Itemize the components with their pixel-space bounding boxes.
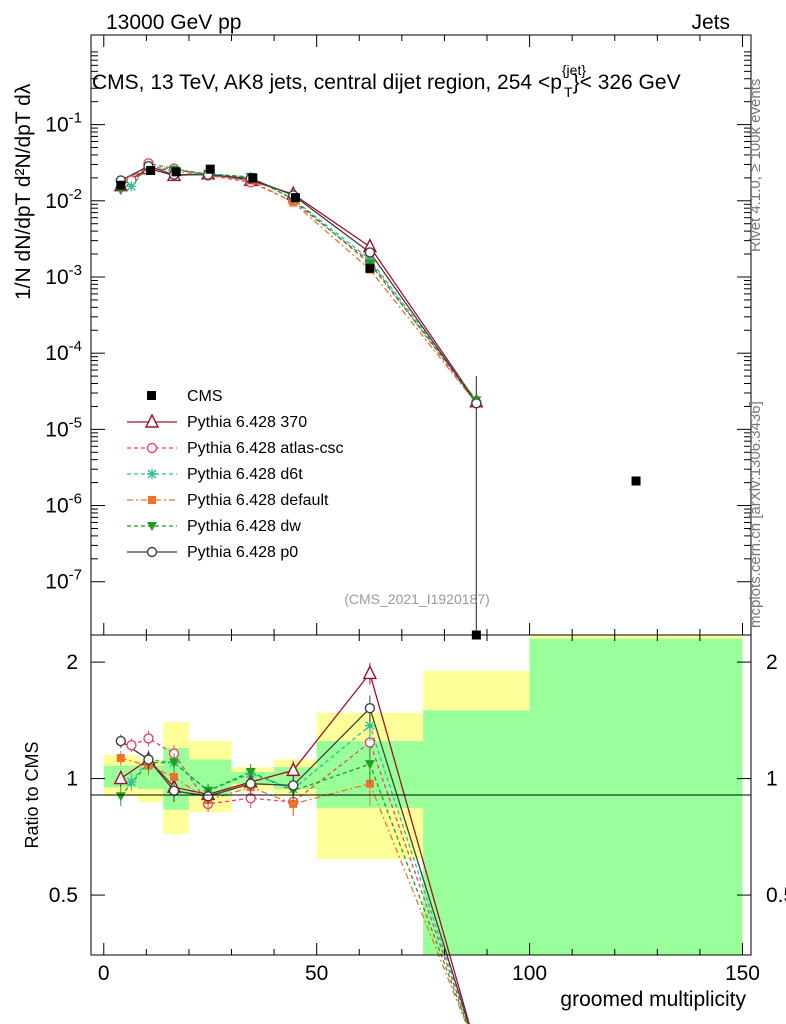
axes-ticks: 0 50 100 150 10-7 10-6 10-5 10-4 10-3 10-2 10-1 0.5…: [45, 35, 786, 985]
plot-title: CMS, 13 TeV, AK8 jets, central dijet reg…: [92, 62, 681, 100]
legend-marker-cms: [147, 391, 156, 400]
mcplots-label: mcplots.cern.ch [arXiv:1306.3436]: [747, 401, 764, 628]
y-tick-label-5: 10-2: [45, 186, 82, 213]
x-axis-label: groomed multiplicity: [560, 988, 746, 1011]
ratio-marker-4-6: [364, 760, 375, 770]
legend-marker-0: [144, 413, 160, 428]
ratio-marker-4-4: [245, 767, 256, 777]
legend-label-3: Pythia 6.428 default: [187, 492, 329, 509]
legend-label-2: Pythia 6.428 d6t: [187, 466, 303, 483]
cms-data-point-1: [146, 165, 156, 175]
cms-data-point-6: [365, 263, 375, 273]
ratio-line-3: [120, 757, 468, 1024]
main-marker-2-6: [364, 254, 375, 265]
ratio-marker-0-6: [362, 664, 378, 680]
legend-marker-3: [148, 496, 156, 504]
ratio-marker-4-0: [115, 792, 126, 802]
ratio-marker-3-0: [116, 754, 125, 763]
y-tick-label-6: 10-1: [45, 110, 82, 137]
cms-data-point-0: [116, 180, 126, 190]
ratio-marker-2-6: [364, 720, 375, 731]
ratio-line-2: [130, 724, 469, 1024]
ratio-marker-5-5: [288, 780, 299, 791]
ratio-marker-5-1: [143, 754, 154, 765]
ratio-marker-5-0: [115, 735, 127, 747]
main-series-lines: [120, 162, 477, 635]
ratio-marker-2-0: [126, 776, 137, 787]
legend-label-cms: CMS: [187, 388, 223, 405]
ratio-y-tick-label-right-0: 0.5: [766, 884, 786, 907]
band-green-8: [529, 638, 743, 955]
x-tick-label-0: 0: [98, 962, 110, 985]
ratio-y-tick-label-1: 1: [66, 768, 78, 791]
y-tick-label-4: 10-3: [45, 262, 82, 289]
cms-data-point-4: [248, 173, 258, 183]
legend-marker-1: [146, 442, 158, 454]
main-marker-2-0: [126, 181, 137, 192]
ratio-markers: [113, 662, 378, 817]
ratio-y-tick-label-0: 0.5: [49, 884, 78, 907]
main-line-4: [120, 167, 477, 401]
ratio-marker-0-0: [113, 770, 128, 785]
cms-data-point-8: [631, 476, 641, 486]
analysis-id: (CMS_2021_I1920187): [344, 591, 490, 607]
ratio-y-tick-label-right-2: 2: [766, 651, 778, 674]
main-marker-5-7: [471, 398, 482, 409]
y-tick-label-0: 10-7: [45, 567, 82, 594]
legend-label-5: Pythia 6.428 p0: [187, 544, 298, 561]
legend-marker-5: [146, 546, 158, 558]
ratio-marker-5-4: [245, 778, 256, 789]
x-tick-label-1: 50: [305, 962, 328, 985]
legend: CMS Pythia 6.428 370 Pythia 6.428 atlas-cs…: [127, 388, 344, 561]
x-tick-label-2: 100: [512, 962, 547, 985]
ratio-marker-5-6: [364, 703, 376, 714]
ratio-line-4: [120, 761, 468, 1024]
rivet-version-label: Rivet 4.1.0, ≥ 100k events: [747, 79, 764, 252]
cms-data-point-5: [290, 193, 300, 203]
legend-label-0: Pythia 6.428 370: [187, 414, 307, 431]
ratio-y-tick-label-2: 2: [66, 651, 78, 674]
y-tick-label-3: 10-4: [45, 338, 82, 365]
band-green-7: [423, 710, 530, 955]
legend-marker-4: [147, 522, 157, 531]
ratio-marker-5-3: [202, 791, 214, 802]
main-line-3: [120, 166, 477, 404]
ratio-marker-5-2: [168, 785, 180, 796]
main-y-axis-label: 1/N dN/dpT d²N/dpT dλ: [12, 83, 35, 300]
ratio-marker-1-0: [126, 739, 137, 751]
main-line-1: [130, 162, 477, 404]
main-markers: [113, 158, 641, 640]
legend-label-4: Pythia 6.428 dw: [187, 518, 301, 535]
ratio-marker-3-2: [170, 772, 179, 781]
ratio-y-axis-label: Ratio to CMS: [22, 741, 42, 848]
band-green-1: [137, 765, 164, 789]
cms-data-point-2: [171, 167, 181, 177]
ratio-marker-1-1: [143, 733, 154, 744]
legend-marker-2: [147, 469, 157, 479]
legend-label-1: Pythia 6.428 atlas-csc: [187, 440, 344, 457]
header-category: Jets: [691, 11, 730, 34]
y-tick-label-1: 10-6: [45, 491, 82, 518]
ratio-uncertainty-bands: [103, 635, 743, 955]
ratio-marker-3-5: [289, 799, 298, 808]
ratio-y-tick-label-right-1: 1: [766, 768, 778, 791]
header-process: 13000 GeV pp: [106, 11, 241, 34]
x-tick-label-3: 150: [725, 962, 760, 985]
y-tick-label-2: 10-5: [45, 414, 82, 441]
main-marker-5-6: [364, 247, 376, 258]
ratio-marker-4-2: [169, 758, 180, 768]
cms-data-point-3: [205, 164, 215, 174]
